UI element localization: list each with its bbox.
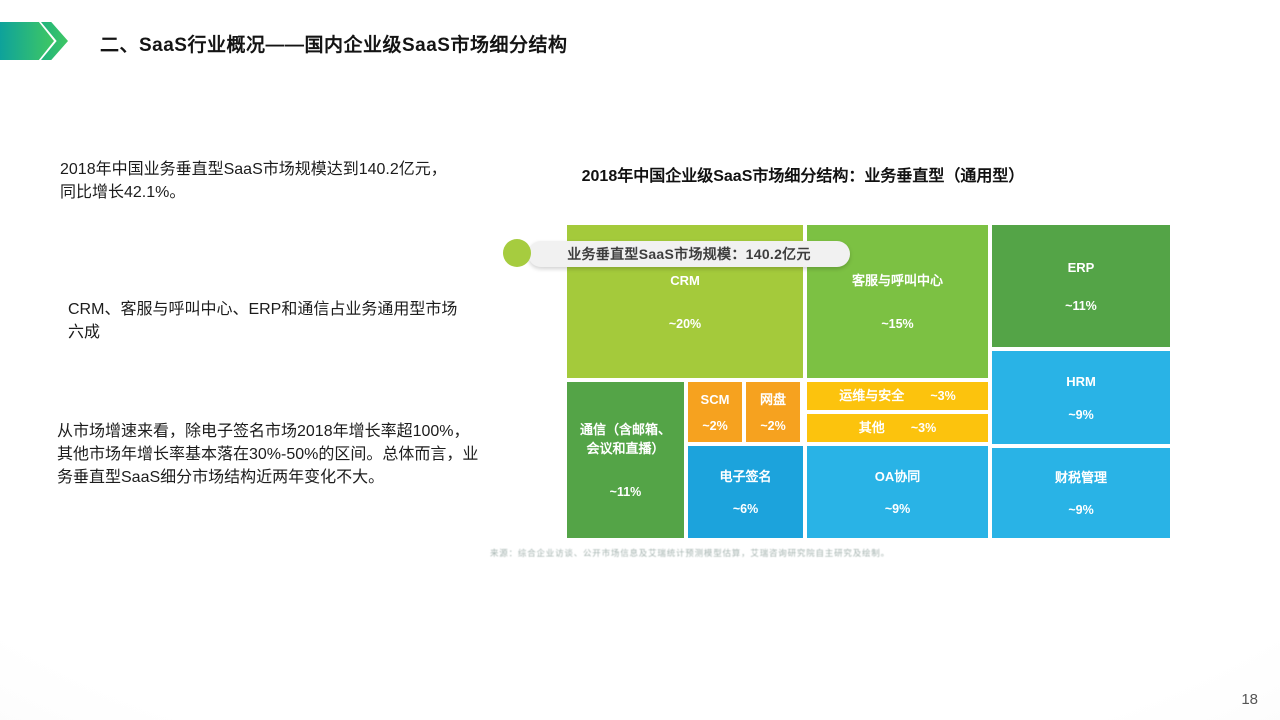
treemap-cell-caishui: 财税管理 ~9% (992, 448, 1170, 538)
treemap-cell-label: ERP (1067, 260, 1095, 276)
treemap-cell-tongxin: 通信（含邮箱、 会议和直播） ~11% (567, 382, 684, 538)
source-note: 来源：综合企业访谈、公开市场信息及艾瑞统计预测模型估算，艾瑞咨询研究院自主研究及… (490, 548, 890, 558)
treemap-cell-yunwei: 运维与安全 ~3% (807, 382, 988, 410)
treemap-cell-value: ~11% (609, 485, 642, 500)
treemap-cell-value: ~20% (668, 316, 702, 331)
treemap-cell-value: ~9% (884, 502, 911, 517)
treemap-cell-scm: SCM ~2% (688, 382, 742, 442)
treemap-cell-label: 通信（含邮箱、 会议和直播） (579, 421, 671, 456)
badge-circle-icon (503, 239, 531, 267)
treemap-cell-label: 客服与呼叫中心 (851, 273, 943, 289)
market-size-badge: 业务垂直型SaaS市场规模：140.2亿元 (528, 241, 850, 267)
treemap-cell-erp: ERP ~11% (992, 225, 1170, 347)
treemap-cell-label: SCM (700, 391, 730, 407)
treemap-cell-label: 网盘 (759, 391, 786, 407)
treemap-cell-label: 其他 (858, 419, 885, 435)
chart-title: 2018年中国企业级SaaS市场细分结构：业务垂直型（通用型） (581, 168, 1025, 185)
treemap-cell-value: ~2% (702, 419, 728, 434)
treemap-cell-value: ~9% (1068, 407, 1094, 422)
body-paragraph-market-size: 2018年中国业务垂直型SaaS市场规模达到140.2亿元，同比增长42.1%。 (60, 161, 447, 202)
treemap-cell-esign: 电子签名 ~6% (688, 446, 803, 538)
market-size-badge-label: 业务垂直型SaaS市场规模：140.2亿元 (567, 246, 811, 262)
page-number: 18 (1241, 691, 1258, 708)
body-paragraph-top-segments: CRM、客服与呼叫中心、ERP和通信占业务通用型市场六成 (68, 301, 458, 342)
treemap: CRM ~20% 客服与呼叫中心 ~15% ERP ~11% 通信（含邮箱、 会议和直播） ~… (567, 225, 1170, 538)
treemap-cell-oa: OA协同 ~9% (807, 446, 988, 538)
treemap-cell-label: 运维与安全 (839, 387, 905, 403)
page-title: 二、SaaS行业概况——国内企业级SaaS市场细分结构 (100, 35, 568, 56)
treemap-cell-label: CRM (670, 273, 700, 289)
treemap-cell-hrm: HRM ~9% (992, 351, 1170, 444)
treemap-cell-value: ~15% (881, 316, 914, 331)
treemap-cell-value: ~9% (1068, 502, 1094, 517)
treemap-cell-label: OA协同 (874, 468, 921, 484)
treemap-cell-value: ~3% (930, 389, 956, 403)
treemap-cell-label: HRM (1066, 374, 1096, 390)
treemap-cell-value: ~3% (910, 421, 937, 435)
treemap-cell-qita: 其他 ~3% (807, 414, 988, 442)
treemap-cell-value: ~2% (760, 419, 786, 434)
treemap-cell-value: ~11% (1065, 298, 1097, 313)
chart-panel: 业务垂直型SaaS市场规模：140.2亿元 CRM ~20% 客服与呼叫中心 ~15%… (490, 212, 1212, 562)
treemap-cell-label: 电子签名 (719, 468, 772, 484)
treemap-cell-label: 财税管理 (1054, 470, 1107, 486)
treemap-cell-value: ~6% (732, 502, 759, 517)
treemap-cell-wangpan: 网盘 ~2% (746, 382, 800, 442)
body-paragraph-growth: 从市场增速来看，除电子签名市场2018年增长率超100%，其他市场年增长率基本落… (57, 423, 479, 487)
